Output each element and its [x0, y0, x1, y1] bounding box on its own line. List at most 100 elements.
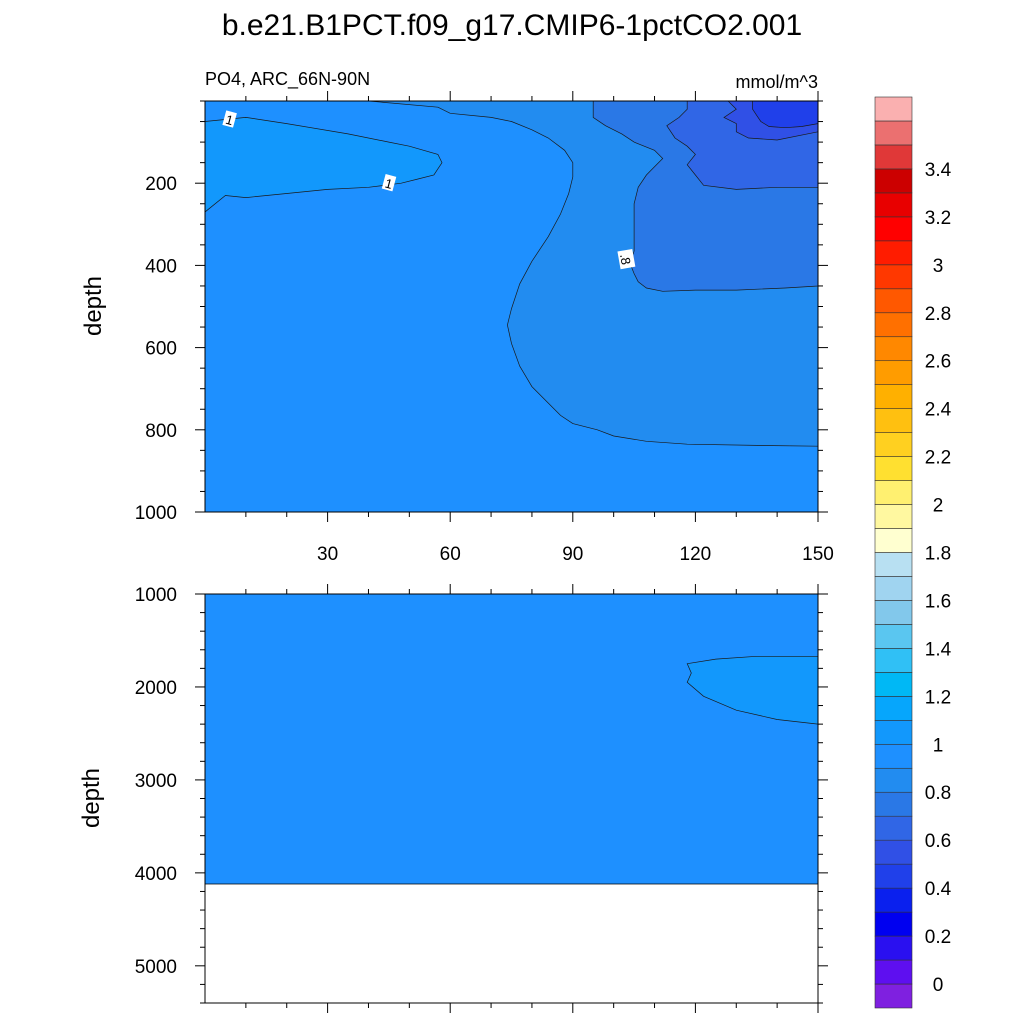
- colorbar-box: [874, 480, 913, 505]
- colorbar-box: [874, 504, 913, 529]
- y-tick-label: 400: [145, 256, 177, 277]
- colorbar-box: [874, 288, 913, 314]
- contour-label-box: [381, 174, 397, 192]
- colorbar-box: [874, 312, 913, 338]
- y-tick-label: 200: [145, 174, 177, 195]
- background-fill: [205, 594, 818, 885]
- y-tick-label: 2000: [135, 678, 177, 699]
- colorbar-box: [874, 696, 913, 721]
- colorbar-box: [874, 887, 913, 913]
- colorbar-box: [874, 456, 913, 481]
- colorbar-box: [874, 863, 913, 889]
- colorbar-box: [874, 600, 913, 625]
- y-tick-label: 5000: [135, 957, 177, 978]
- colorbar-box: [874, 767, 913, 793]
- lower-panel: 1000 2000 3000 4000 5000 depth: [78, 584, 828, 1013]
- colorbar-box: [874, 144, 913, 170]
- colorbar-label: 2.4: [925, 400, 952, 421]
- lower-ticks: 1000 2000 3000 4000 5000: [135, 584, 828, 1013]
- y-tick-label: 1000: [135, 503, 177, 524]
- colorbar-box: [874, 384, 913, 409]
- colorbar-label: 3.2: [925, 208, 951, 229]
- contour-label-text: 1: [224, 112, 235, 128]
- colorbar-label: 2.8: [925, 304, 951, 325]
- contour-label-box: [617, 248, 636, 270]
- colorbar-box: [874, 120, 913, 146]
- colorbar-label: 0.2: [925, 927, 951, 948]
- x-tick-label: 150: [802, 544, 834, 565]
- colorbar-box: [874, 552, 913, 577]
- colorbar-box: [874, 672, 913, 697]
- chart-title: b.e21.B1PCT.f09_g17.CMIP6-1pctCO2.001: [222, 9, 802, 42]
- colorbar-labels: 0 0.2 0.4 0.6 0.8 1 1.2 1.4 1.6 1.8 2 2.2 2.4 2.6 2.8 3…: [925, 160, 952, 996]
- colorbar-label: 3: [933, 256, 944, 277]
- contour-label-text: .8: [617, 253, 634, 266]
- y-tick-label: 800: [145, 421, 177, 442]
- y-tick-label: 4000: [135, 864, 177, 885]
- contour-label: 1: [381, 174, 397, 192]
- lower-y-axis-label: depth: [78, 768, 105, 828]
- variable-region-label: PO4, ARC_66N-90N: [205, 69, 370, 90]
- colorbar-box: [874, 408, 913, 433]
- colorbar-label: 1: [933, 735, 944, 756]
- colorbar-box: [874, 959, 913, 985]
- colorbar-box: [874, 360, 913, 385]
- contour-region: [205, 117, 443, 213]
- colorbar-label: 2: [933, 496, 944, 517]
- y-tick-label: 1000: [135, 585, 177, 606]
- colorbar-label: 0.6: [925, 831, 951, 852]
- colorbar-box: [874, 815, 913, 841]
- colorbar-box: [874, 576, 913, 601]
- colorbar-label: 1.6: [925, 591, 951, 612]
- contour-label: 1: [222, 110, 237, 128]
- colorbar-label: 1.4: [925, 639, 952, 660]
- contour-label-box: [222, 110, 237, 128]
- upper-contour-fills: [205, 101, 818, 512]
- colorbar-box: [874, 743, 913, 769]
- colorbar-box: [874, 528, 913, 553]
- colorbar-box: [874, 192, 913, 218]
- contour-region: [686, 655, 818, 725]
- colorbar-box: [874, 935, 913, 961]
- colorbar-box: [874, 168, 913, 194]
- colorbar-box: [874, 336, 913, 362]
- x-tick-label: 120: [680, 544, 712, 565]
- contour-region: [752, 101, 818, 129]
- colorbar-box: [874, 791, 913, 817]
- colorbar-boxes: [874, 96, 913, 1009]
- colorbar-box: [874, 264, 913, 290]
- x-tick-label: 60: [440, 544, 461, 565]
- colorbar-box: [874, 216, 913, 242]
- x-tick-label: 90: [562, 544, 583, 565]
- contour-label: .8: [617, 248, 636, 270]
- contour-label-text: 1: [383, 176, 394, 192]
- colorbar-box: [874, 96, 913, 122]
- x-tick-label: 30: [317, 544, 338, 565]
- colorbar-label: 0.4: [925, 879, 952, 900]
- units-label: mmol/m^3: [736, 72, 818, 92]
- lower-contour-fills: [205, 594, 818, 885]
- colorbar-box: [874, 720, 913, 745]
- colorbar-box: [874, 240, 913, 266]
- upper-ticks: 30 60 90 120 150 200 400 600 800 1000: [135, 91, 834, 565]
- colorbar-box: [874, 624, 913, 649]
- colorbar-label: 3.4: [925, 160, 952, 181]
- colorbar-box: [874, 911, 913, 937]
- y-tick-label: 600: [145, 339, 177, 360]
- colorbar-label: 1.8: [925, 544, 951, 565]
- colorbar-box: [874, 983, 913, 1009]
- upper-y-axis-label: depth: [80, 276, 107, 336]
- colorbar-label: 0: [933, 975, 944, 996]
- colorbar: 0 0.2 0.4 0.6 0.8 1 1.2 1.4 1.6 1.8 2 2.2 2.4 2.6 2.8 3…: [874, 96, 952, 1009]
- colorbar-label: 2.6: [925, 352, 951, 373]
- y-tick-label: 3000: [135, 771, 177, 792]
- upper-contour-labels: 11.8: [222, 110, 636, 270]
- colorbar-label: 1.2: [925, 687, 951, 708]
- colorbar-label: 2.2: [925, 448, 951, 469]
- colorbar-box: [874, 648, 913, 673]
- colorbar-box: [874, 839, 913, 865]
- colorbar-label: 0.8: [925, 783, 951, 804]
- colorbar-box: [874, 432, 913, 457]
